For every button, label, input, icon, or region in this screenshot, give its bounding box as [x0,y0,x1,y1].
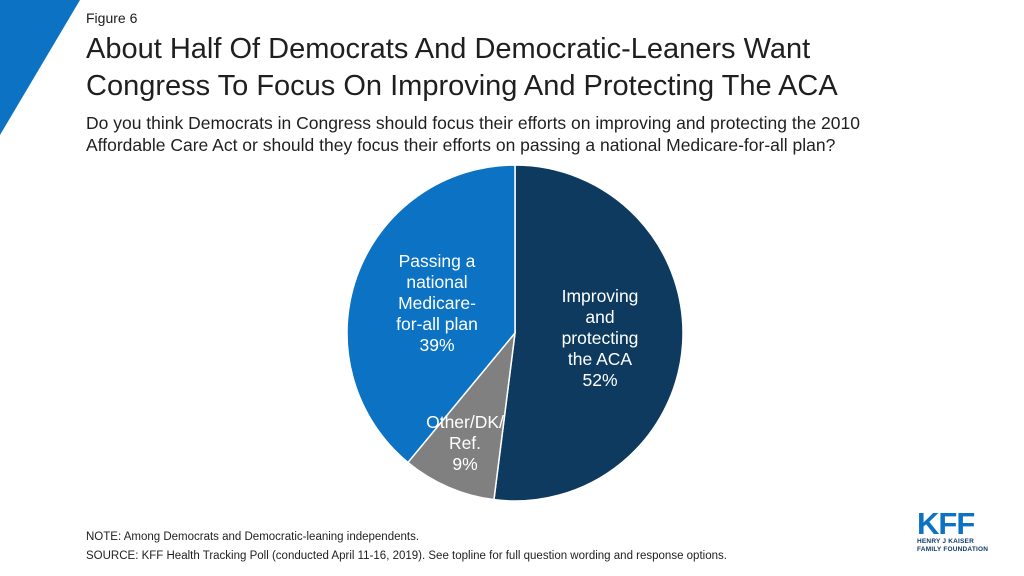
slice-label: Other/DK/Ref. 9% [415,412,515,475]
title-line-1: About Half Of Democrats And Democratic-L… [86,33,811,65]
figure-label: Figure 6 [86,10,138,26]
slice-label-line: 9% [452,453,478,474]
slice-label-line: national [406,271,468,292]
source-text: SOURCE: KFF Health Tracking Poll (conduc… [86,550,727,562]
logo-line-1: HENRY J KAISER [917,538,974,545]
slice-label-line: 52% [582,369,618,390]
slice-label: Passing a national Medicare-for-all plan 39… [377,251,497,356]
slice-label-line: Ref. [448,432,482,453]
pie-slice [406,330,517,501]
kff-logo: KFF HENRY J KAISER FAMILY FOUNDATION [917,506,989,553]
logo-mark: KFF [917,506,975,541]
slice-label-line: Improving [561,285,639,306]
slice-label-line: Other/DK/ [426,411,504,432]
question-line-1: Do you think Democrats in Congress shoul… [86,113,860,133]
slice-label-line: protecting [561,327,639,348]
slice-label-line: and [585,306,615,327]
pie-slice [346,164,516,464]
slice-label-line: for-all plan [396,313,478,334]
slice-label-line: Medicare- [398,292,476,313]
corner-accent-shape [0,0,80,135]
logo-line-2: FAMILY FOUNDATION [917,545,989,553]
slice-label-line: 39% [419,334,455,355]
slice-label-line: the ACA [567,348,633,369]
note-text: NOTE: Among Democrats and Democratic-lea… [86,531,420,543]
question-text: Do you think Democrats in Congress shoul… [86,112,986,156]
slice-label-line: Passing a [398,250,476,271]
question-line-2: Affordable Care Act or should they focus… [86,135,836,155]
pie-slice [493,164,684,502]
slice-label: Improving and protecting the ACA 52% [545,286,655,391]
page-title: About Half Of Democrats And Democratic-L… [86,31,986,105]
title-line-2: Congress To Focus On Improving And Prote… [86,70,838,102]
